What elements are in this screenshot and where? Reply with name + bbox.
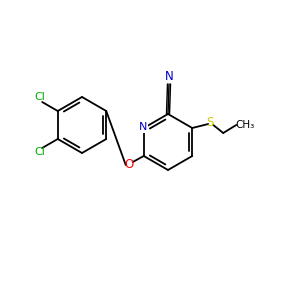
Text: N: N [165, 70, 173, 83]
Text: O: O [124, 158, 134, 170]
Text: N: N [139, 122, 147, 132]
Text: Cl: Cl [35, 92, 46, 102]
Text: CH₃: CH₃ [236, 120, 255, 130]
Text: Cl: Cl [35, 147, 46, 157]
Text: S: S [207, 116, 214, 130]
